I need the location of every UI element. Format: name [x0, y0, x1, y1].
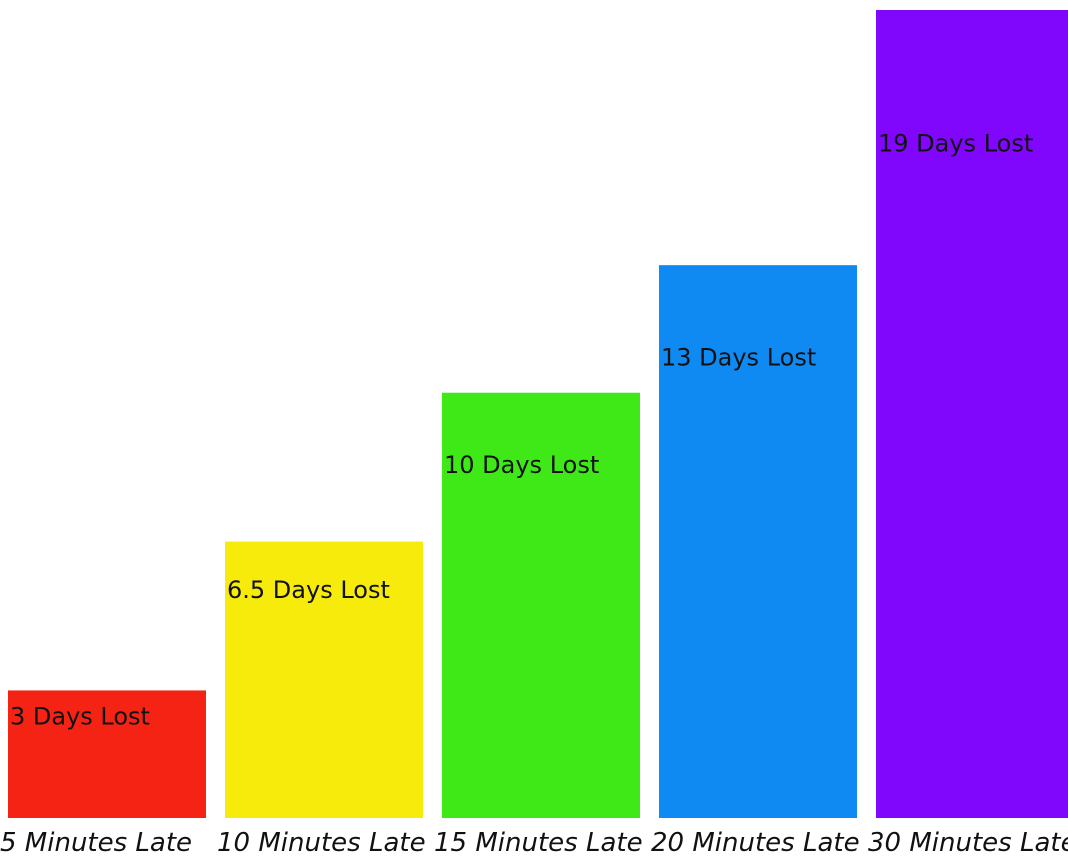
category-label-4: 20 Minutes Late [651, 828, 860, 857]
category-labels-group: 5 Minutes Late 10 Minutes Late 15 Minutes … [0, 828, 1068, 857]
bar-data-label-5: 19 Days Lost [878, 129, 1033, 157]
bar-labels-group: 3 Days Lost 6.5 Days Lost 10 Days Lost 13 D… [10, 129, 1033, 730]
bar-data-label-3: 10 Days Lost [444, 451, 599, 479]
category-label-2: 10 Minutes Late [217, 828, 426, 857]
bar-1 [8, 690, 206, 818]
bar-5 [876, 10, 1068, 818]
bar-data-label-1: 3 Days Lost [10, 702, 150, 730]
bar-data-label-4: 13 Days Lost [661, 344, 816, 372]
bar-2 [225, 541, 423, 818]
bar-data-label-2: 6.5 Days Lost [227, 576, 390, 604]
category-label-3: 15 Minutes Late [434, 828, 643, 857]
category-label-1: 5 Minutes Late [0, 828, 192, 857]
category-label-5: 30 Minutes Late [868, 828, 1068, 857]
bar-4 [659, 265, 857, 818]
bars-group [8, 10, 1068, 818]
bar-3 [442, 392, 640, 818]
